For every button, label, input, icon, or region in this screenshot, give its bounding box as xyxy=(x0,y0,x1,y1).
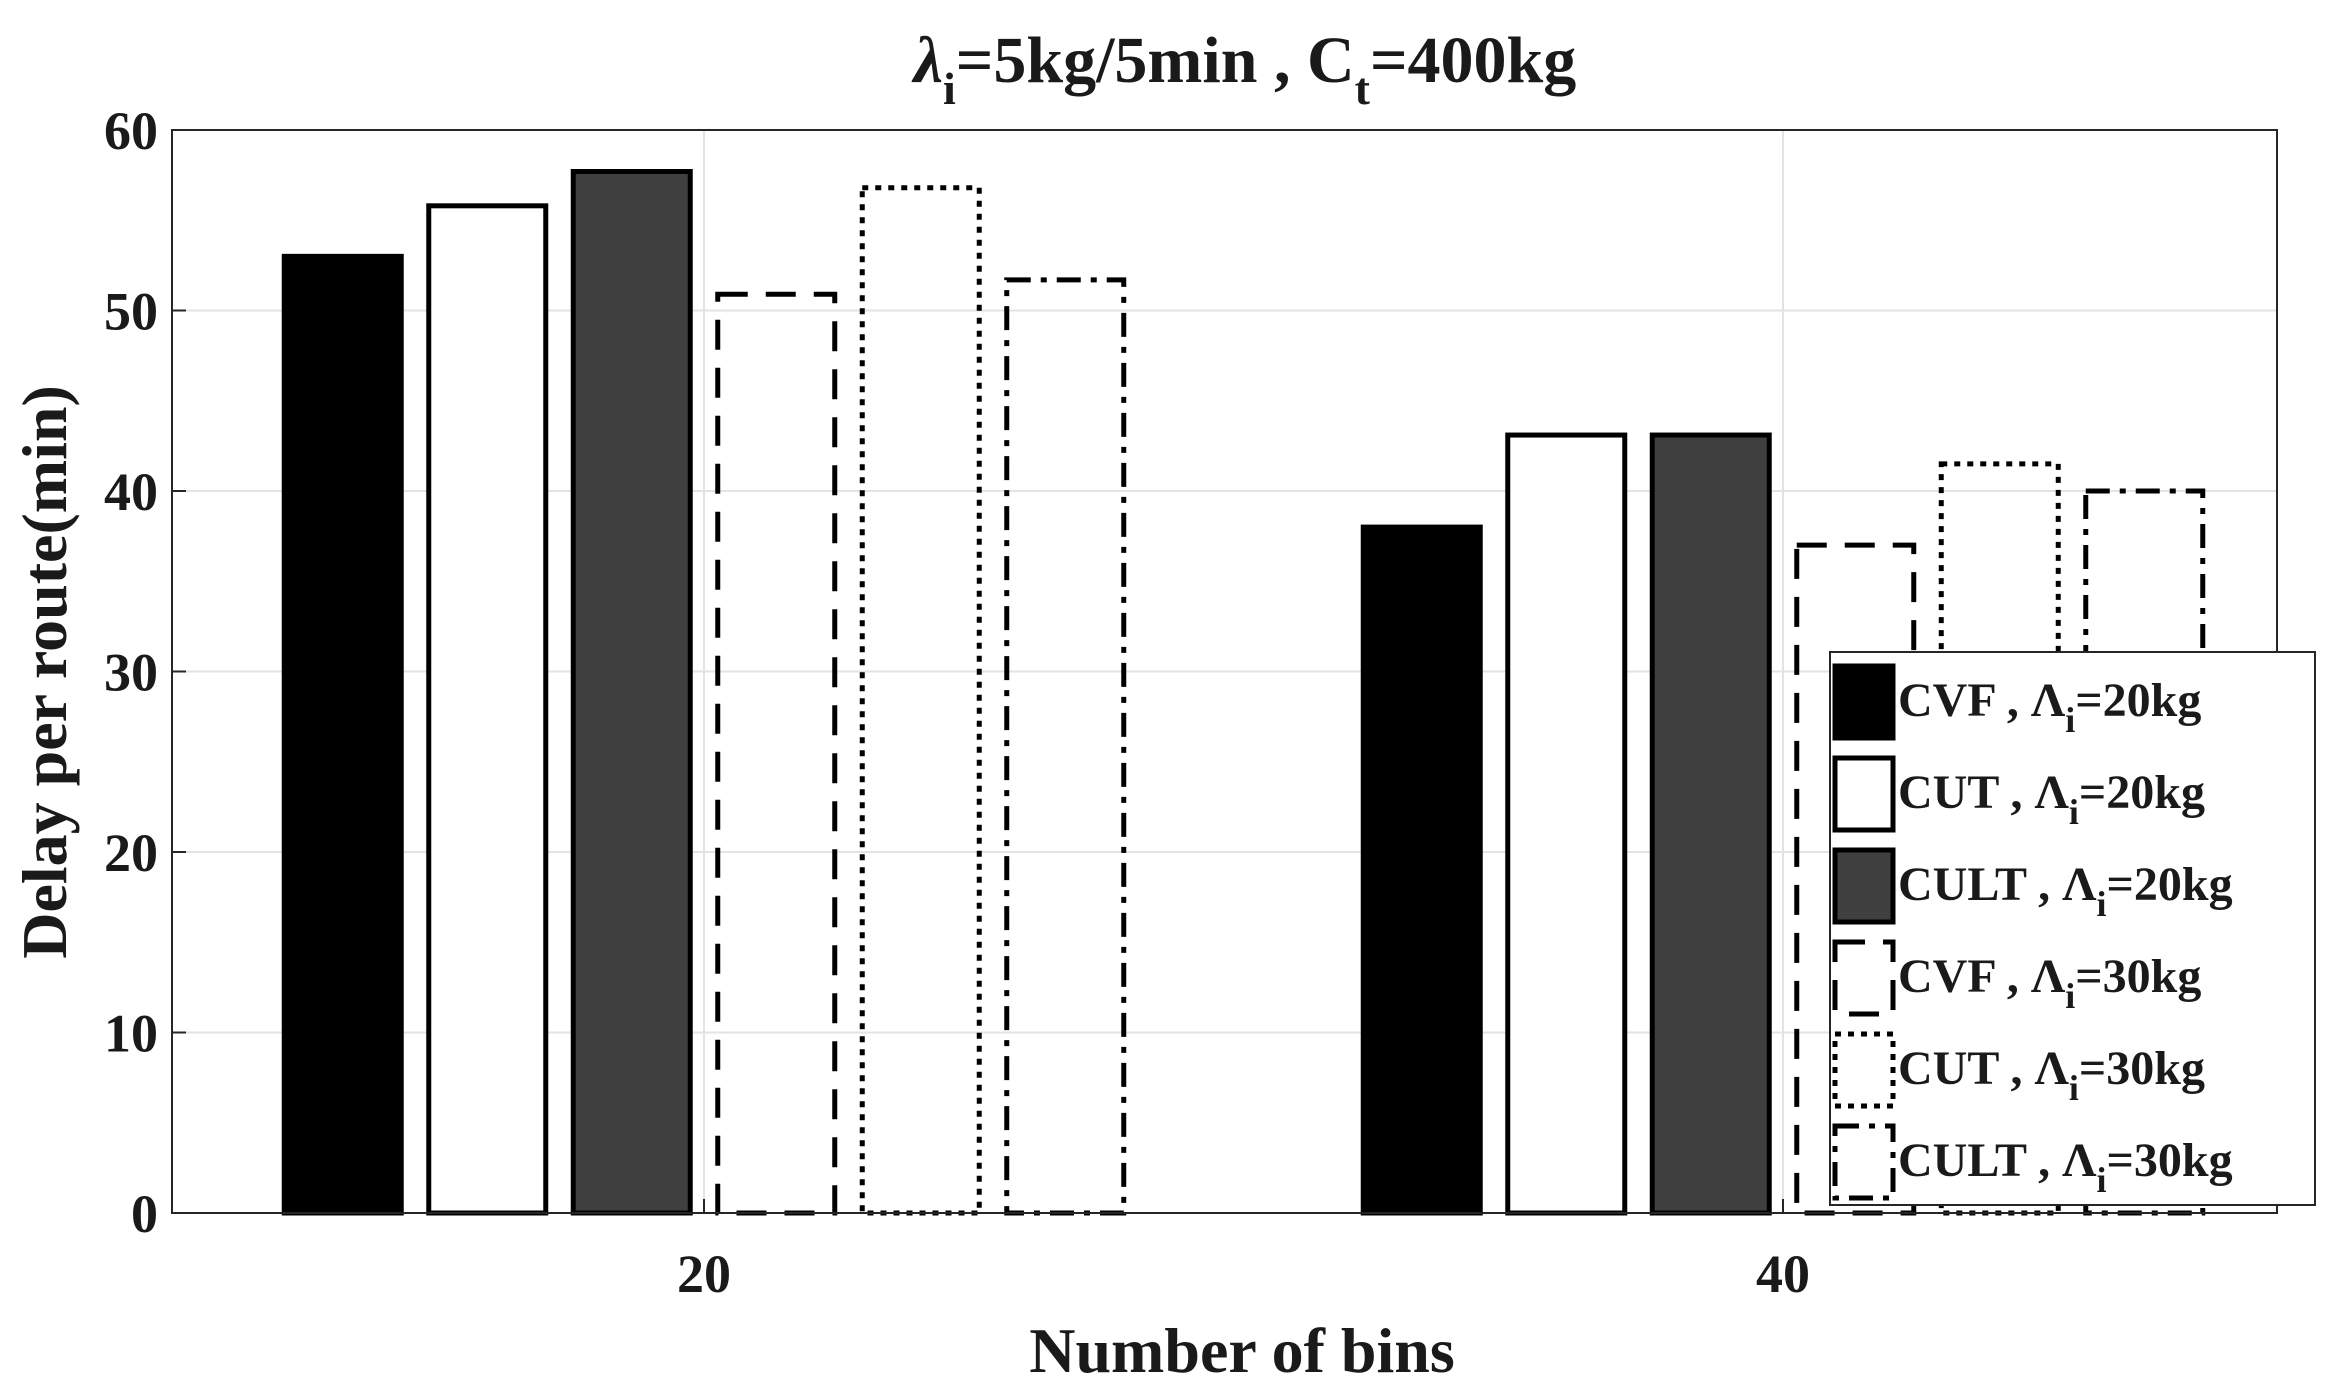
y-tick-label: 40 xyxy=(104,462,158,522)
y-tick-label: 20 xyxy=(104,823,158,883)
bar xyxy=(1505,432,1628,1216)
legend-label: CUT , Λi=20kg xyxy=(1898,766,2205,832)
y-tick-label: 50 xyxy=(104,282,158,342)
x-tick-label: 40 xyxy=(1756,1244,1810,1304)
legend-label: CVF , Λi=30kg xyxy=(1898,950,2201,1016)
bar xyxy=(570,169,693,1216)
legend-swatch xyxy=(1832,1031,1896,1109)
legend-swatch xyxy=(1832,663,1896,741)
y-tick-labels: 0 10 20 30 40 50 60 xyxy=(104,101,186,1244)
bar xyxy=(1649,432,1772,1216)
legend-label: CUT , Λi=30kg xyxy=(1898,1042,2205,1108)
bar xyxy=(1360,524,1483,1216)
x-axis-label: Number of bins xyxy=(1029,1315,1455,1386)
legend-swatch xyxy=(1832,1123,1896,1201)
x-tick-label: 20 xyxy=(677,1244,731,1304)
bar xyxy=(281,253,404,1216)
legend-label: CVF , Λi=20kg xyxy=(1898,674,2201,740)
y-axis-label: Delay per route(min) xyxy=(9,385,80,959)
y-tick-label: 30 xyxy=(104,643,158,703)
legend-swatch xyxy=(1832,939,1896,1017)
chart-title: λi=5kg/5min , Ct=400kg xyxy=(911,24,1577,114)
bar xyxy=(715,291,838,1216)
y-tick-label: 10 xyxy=(104,1004,158,1064)
bar xyxy=(426,203,549,1216)
x-tick-labels: 20 40 xyxy=(677,1199,1810,1304)
legend-swatch xyxy=(1832,755,1896,833)
legend-label: CULT , Λi=30kg xyxy=(1898,1134,2233,1200)
y-tick-label: 60 xyxy=(104,101,158,161)
legend-items: CVF , Λi=20kg CUT , Λi=20kg CULT , Λi=20kg… xyxy=(1832,663,2233,1201)
bars xyxy=(281,169,2206,1216)
bar xyxy=(859,185,982,1216)
legend-box xyxy=(1829,651,2316,1206)
y-tick-label: 0 xyxy=(131,1184,158,1244)
legend-label: CULT , Λi=20kg xyxy=(1898,858,2233,924)
bar xyxy=(1004,277,1127,1216)
legend-swatch xyxy=(1832,847,1896,925)
legend: CVF , Λi=20kg CUT , Λi=20kg CULT , Λi=20kg… xyxy=(1829,651,2316,1206)
